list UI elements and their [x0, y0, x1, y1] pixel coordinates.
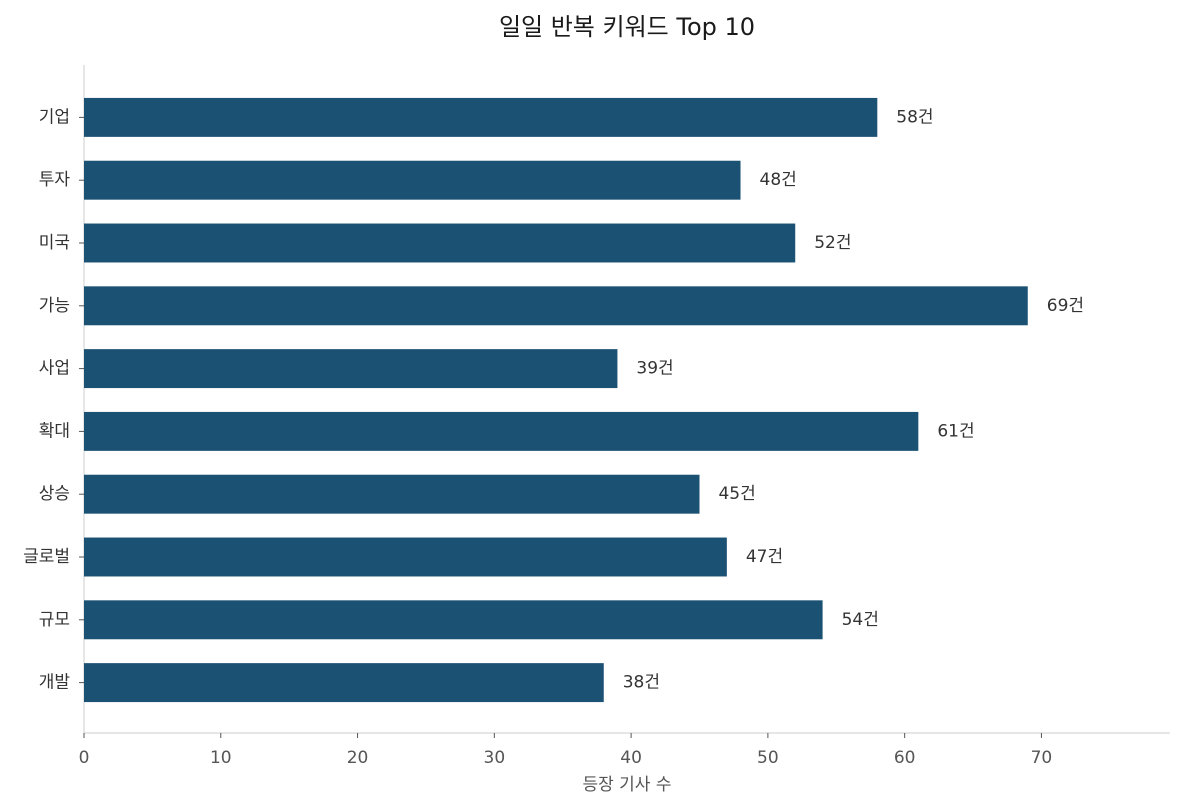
y-tick-label: 글로벌 [23, 547, 70, 567]
x-tick-label: 50 [757, 748, 779, 768]
value-label: 61건 [937, 421, 974, 441]
value-label: 38건 [623, 673, 660, 693]
bar [84, 286, 1028, 326]
y-tick-label: 기업 [39, 107, 70, 127]
value-label: 39건 [636, 359, 673, 379]
y-tick-label: 상승 [39, 484, 70, 504]
bar [84, 663, 604, 703]
bar [84, 223, 796, 263]
value-label: 47건 [746, 547, 783, 567]
y-tick-label: 개발 [39, 673, 71, 693]
value-label: 45건 [718, 484, 755, 504]
value-label: 52건 [814, 233, 851, 253]
x-tick-label: 30 [484, 748, 506, 768]
value-label: 69건 [1047, 296, 1084, 316]
bar [84, 600, 823, 640]
x-tick-label: 60 [894, 748, 916, 768]
x-tick-label: 20 [347, 748, 369, 768]
y-tick-label: 투자 [39, 170, 71, 190]
bar [84, 537, 727, 577]
x-axis-title: 등장 기사 수 [582, 775, 671, 795]
y-tick-label: 확대 [39, 421, 70, 441]
value-label: 58건 [896, 107, 933, 127]
x-tick-label: 40 [620, 748, 642, 768]
y-tick-label: 사업 [39, 359, 70, 379]
y-tick-label: 규모 [39, 610, 70, 630]
value-label: 48건 [760, 170, 797, 190]
bar [84, 474, 700, 514]
chart-title: 일일 반복 키워드 Top 10 [499, 13, 755, 41]
x-tick-label: 0 [79, 748, 90, 768]
y-tick-label: 가능 [39, 296, 70, 316]
x-tick-label: 70 [1031, 748, 1053, 768]
bar [84, 349, 618, 389]
y-tick-label: 미국 [39, 233, 70, 253]
bar [84, 411, 919, 451]
bar [84, 97, 878, 137]
value-label: 54건 [842, 610, 879, 630]
x-tick-label: 10 [210, 748, 232, 768]
bar [84, 160, 741, 200]
